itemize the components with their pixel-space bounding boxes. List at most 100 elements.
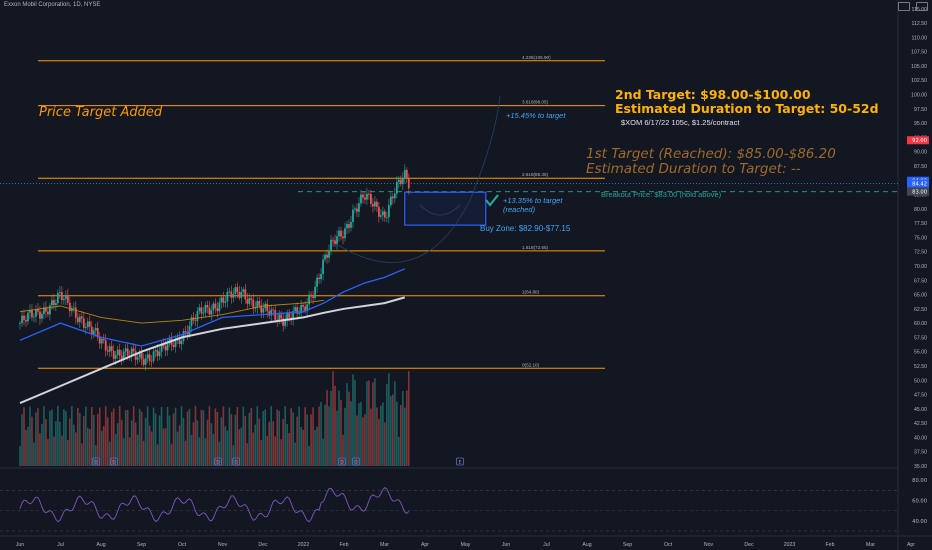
volume-bar <box>33 442 35 466</box>
candle-body <box>224 301 227 303</box>
volume-bar <box>166 406 169 466</box>
settings-icon[interactable] <box>916 2 928 11</box>
time-tick-label: Jul <box>543 542 550 548</box>
price-tick-label: 97.50 <box>914 107 927 113</box>
buy-zone-box <box>404 191 487 226</box>
candle-body <box>112 350 115 359</box>
volume-bar <box>126 409 129 466</box>
contract-label: $XOM 6/17/22 105c, $1.25/contract <box>621 118 740 127</box>
candle-body <box>110 346 113 351</box>
candle-body <box>130 348 133 356</box>
time-tick-label: 2022 <box>298 542 310 548</box>
candle-body <box>278 314 281 321</box>
candle-body <box>340 230 342 237</box>
volume-bar <box>402 390 404 466</box>
candle-body <box>180 340 183 345</box>
volume-bar <box>366 381 368 466</box>
price-tick-label: 90.00 <box>914 150 927 156</box>
volume-bar <box>322 438 324 466</box>
rsi-tick-label: 80.00 <box>912 478 927 484</box>
volume-bar <box>244 416 247 466</box>
volume-bar <box>194 406 197 466</box>
volume-bar <box>214 408 217 466</box>
volume-bar <box>43 406 45 466</box>
volume-bar <box>272 421 275 466</box>
volume-bar <box>130 420 133 466</box>
candle-body <box>208 307 211 315</box>
candle-body <box>250 298 253 300</box>
candle-body <box>240 292 243 298</box>
candle-body <box>258 301 261 306</box>
candle-body <box>364 197 366 200</box>
candle-body <box>154 350 157 352</box>
volume-bar <box>378 419 380 466</box>
volume-bar <box>300 426 302 466</box>
volume-bar <box>308 445 310 466</box>
volume-bar <box>310 414 312 466</box>
fib-level-label: 2.618(85.35) <box>522 172 549 177</box>
volume-bar <box>232 445 235 466</box>
event-marker <box>352 457 360 466</box>
volume-bar <box>198 437 201 466</box>
currency-icon[interactable] <box>898 2 910 11</box>
volume-bar <box>236 407 239 466</box>
candle-body <box>49 305 51 315</box>
volume-bar <box>370 408 372 466</box>
volume-bar <box>25 429 27 466</box>
volume-bar <box>55 421 57 466</box>
volume-bar <box>90 407 93 466</box>
price-tag-bg <box>907 179 929 188</box>
candle-body <box>308 294 311 305</box>
price-tick-label: 52.50 <box>914 364 927 370</box>
volume-bar <box>220 417 223 466</box>
time-tick-label: Jun <box>502 542 510 548</box>
volume-bar <box>390 396 392 466</box>
event-marker-label: D <box>94 460 98 466</box>
volume-bar <box>47 439 49 466</box>
candle-body <box>47 311 49 315</box>
volume-bar <box>258 418 261 466</box>
candle-body <box>242 289 245 293</box>
candle-body <box>360 194 362 204</box>
volume-bar <box>302 429 304 466</box>
volume-bar <box>168 415 171 466</box>
volume-bar <box>140 411 143 466</box>
volume-bar <box>400 404 402 466</box>
volume-bar <box>196 420 199 466</box>
time-tick-label: Nov <box>218 542 228 548</box>
volume-bar <box>120 419 123 466</box>
candle-body <box>320 274 322 280</box>
time-tick-label: Apr <box>421 542 429 548</box>
price-tick-label: 67.50 <box>914 278 927 284</box>
candle-body <box>324 254 326 260</box>
candle-body <box>352 209 354 222</box>
volume-bar <box>294 442 296 466</box>
time-tick-label: Mar <box>380 542 389 548</box>
price-tick-label: 37.50 <box>914 450 927 456</box>
volume-bar <box>254 424 257 466</box>
volume-bar <box>340 399 342 466</box>
volume-bar <box>354 379 356 466</box>
volume-bar <box>29 406 31 466</box>
candle-body <box>375 201 378 207</box>
candle-body <box>334 240 336 244</box>
volume-bar <box>328 406 330 466</box>
volume-bar <box>116 423 119 466</box>
volume-bar <box>336 410 338 466</box>
price-tick-label: 35.00 <box>914 464 927 470</box>
volume-bar <box>318 406 320 466</box>
candle-body <box>120 355 123 360</box>
candle-body <box>356 208 358 212</box>
volume-bar <box>186 411 189 466</box>
second-duration-label: Estimated Duration to Target: 50-52d <box>615 101 879 116</box>
time-tick-label: Jul <box>57 542 64 548</box>
candle-body <box>332 239 334 241</box>
volume-bar <box>148 425 151 466</box>
candle-body <box>216 308 219 312</box>
high-price-tag: 92.00 <box>912 138 927 144</box>
candle-body <box>108 346 111 352</box>
event-marker <box>92 457 100 466</box>
time-tick-label: Jun <box>16 542 24 548</box>
price-tick-label: 87.50 <box>914 164 927 170</box>
